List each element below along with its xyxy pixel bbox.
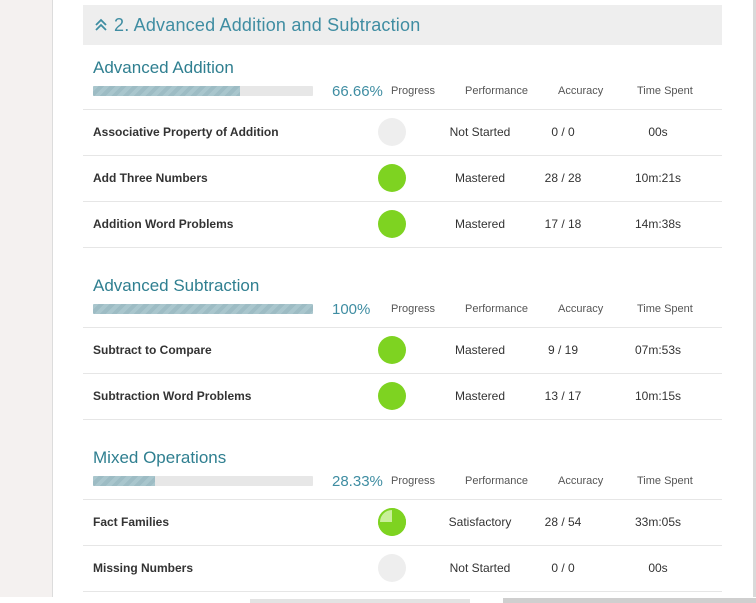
row-divider [83,499,722,500]
scrollbar-thumb[interactable] [503,598,756,603]
accuracy-value: 9 / 19 [547,343,579,357]
status-not-started-icon [378,554,406,582]
row-divider [83,327,722,328]
status-mastered-icon [378,210,406,238]
column-header-time-spent: Time Spent [637,85,693,97]
column-header-progress: Progress [391,303,436,315]
progress-percent: 100% [332,301,371,318]
time-spent-value: 10m:21s [634,171,682,185]
skill-name[interactable]: Associative Property of Addition [93,125,279,139]
scrollbar-track [250,599,470,603]
accuracy-value: 28 / 54 [544,515,582,529]
accuracy-value: 28 / 28 [544,171,582,185]
column-header-performance: Performance [465,85,528,97]
accuracy-value: 0 / 0 [551,125,575,139]
accuracy-value: 0 / 0 [551,561,575,575]
section-title-advanced-subtraction: Advanced Subtraction [93,276,260,295]
status-mastered-icon [378,336,406,364]
column-header-time-spent: Time Spent [637,303,693,315]
skill-name[interactable]: Missing Numbers [93,561,194,575]
row-divider [83,109,722,110]
row-divider [83,201,722,202]
progress-bar [93,304,313,314]
skill-name[interactable]: Addition Word Problems [93,217,234,231]
section-title-mixed-operations: Mixed Operations [93,448,227,467]
horizontal-scrollbar[interactable] [0,597,756,603]
progress-percent: 28.33% [332,473,383,490]
time-spent-value: 33m:05s [634,515,682,529]
accuracy-value: 13 / 17 [544,389,582,403]
column-header-performance: Performance [465,475,528,487]
time-spent-value: 14m:38s [634,217,682,231]
column-header-performance: Performance [465,303,528,315]
section-title-advanced-addition: Advanced Addition [93,58,234,77]
time-spent-value: 00s [648,561,668,575]
chapter-title: 2. Advanced Addition and Subtraction [114,15,421,35]
column-header-accuracy: Accuracy [558,85,604,97]
column-header-accuracy: Accuracy [558,303,604,315]
time-spent-value: 07m:53s [634,343,682,357]
performance-value: Mastered [454,389,506,403]
progress-fill [93,476,156,486]
row-divider [83,419,722,420]
status-satisfactory-icon [378,508,406,536]
skill-name[interactable]: Subtraction Word Problems [93,389,252,403]
row-divider [83,373,722,374]
column-header-accuracy: Accuracy [558,475,604,487]
performance-value: Mastered [454,217,506,231]
status-not-started-icon [378,118,406,146]
progress-percent: 66.66% [332,83,383,100]
skill-name[interactable]: Add Three Numbers [93,171,208,185]
column-header-time-spent: Time Spent [637,475,693,487]
row-divider [83,247,722,248]
chevron-up-double-icon[interactable] [94,17,108,33]
progress-bar [93,86,313,96]
progress-fill [93,304,313,314]
column-header-progress: Progress [391,475,436,487]
skill-name[interactable]: Subtract to Compare [93,343,212,357]
row-divider [83,155,722,156]
performance-value: Not Started [449,561,511,575]
row-divider [83,545,722,546]
progress-fill [93,86,240,96]
status-mastered-icon [378,382,406,410]
performance-value: Mastered [454,171,506,185]
column-header-progress: Progress [391,85,436,97]
performance-value: Not Started [449,125,511,139]
right-edge-scrollbar[interactable] [753,0,756,603]
left-gutter [0,0,53,603]
time-spent-value: 00s [648,125,668,139]
skill-name[interactable]: Fact Families [93,515,170,529]
performance-value: Mastered [454,343,506,357]
status-mastered-icon [378,164,406,192]
accuracy-value: 17 / 18 [544,217,582,231]
chapter-header[interactable]: 2. Advanced Addition and Subtraction [83,5,722,45]
row-divider [83,591,722,592]
progress-bar [93,476,313,486]
performance-value: Satisfactory [448,515,512,529]
time-spent-value: 10m:15s [634,389,682,403]
